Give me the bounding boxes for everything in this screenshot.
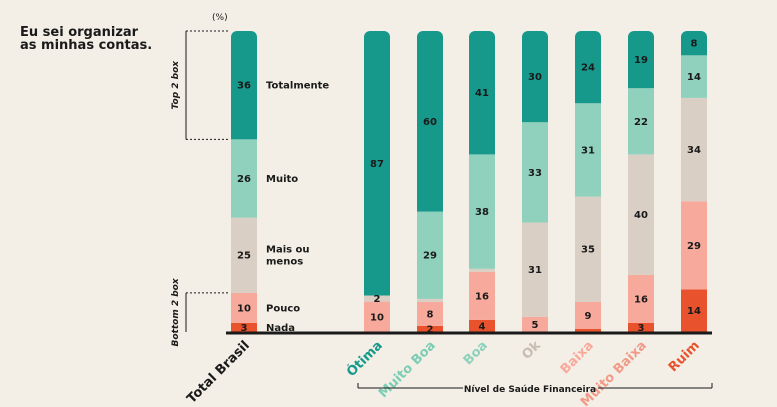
- bar-segment-6-1: [628, 274, 654, 323]
- bar-segment-2-0: [417, 325, 443, 332]
- data-label-5-4: 24: [581, 63, 595, 74]
- data-label-7-0: 14: [687, 306, 701, 317]
- data-label-7-4: 8: [691, 39, 698, 50]
- data-label-3-1: 16: [475, 291, 489, 302]
- bar-segment-0-3: [231, 139, 257, 218]
- x-axis-label-7: Ruim: [666, 338, 703, 375]
- x-axis-label-3: Boa: [461, 338, 491, 368]
- bar-segment-7-3: [681, 55, 707, 98]
- bar-segment-1-1: [364, 301, 390, 332]
- group-label: Nível de Saúde Financeira: [464, 385, 596, 395]
- data-label-5-3: 31: [581, 145, 595, 156]
- segment-name-label-2-0: Mais ou: [266, 245, 310, 256]
- data-label-4-1: 5: [532, 320, 539, 331]
- bar-segment-2-4: [417, 31, 443, 212]
- bar-segment-2-3: [417, 211, 443, 299]
- data-label-5-2: 35: [581, 245, 595, 256]
- bar-segment-3-3: [469, 154, 495, 269]
- data-label-4-3: 33: [528, 168, 542, 179]
- bar-segment-7-4: [681, 31, 707, 56]
- bar-segment-0-0: [231, 322, 257, 332]
- x-axis-label-0: Total Brasil: [184, 338, 252, 406]
- bar-segment-6-3: [628, 88, 654, 155]
- bar-segment-5-0: [575, 328, 601, 332]
- segment-name-label-3-0: Muito: [266, 174, 298, 185]
- data-label-3-4: 41: [475, 88, 489, 99]
- data-label-3-3: 38: [475, 207, 489, 218]
- data-label-2-4: 60: [423, 117, 437, 128]
- bar-segment-2-1: [417, 301, 443, 326]
- data-label-0-2: 25: [237, 251, 251, 262]
- bar-segment-5-2: [575, 196, 601, 302]
- data-label-1-4: 87: [370, 159, 384, 170]
- bar-segment-7-2: [681, 97, 707, 202]
- bar-segment-5-4: [575, 31, 601, 104]
- data-label-3-0: 4: [479, 321, 486, 332]
- bar-segment-1-4: [364, 31, 390, 296]
- data-label-2-3: 29: [423, 251, 437, 262]
- unit-label: (%): [212, 13, 228, 23]
- bar-segment-4-1: [522, 316, 548, 332]
- data-label-2-1: 8: [427, 309, 434, 320]
- segment-name-label-2-1: menos: [266, 257, 303, 268]
- bar-segment-0-1: [231, 292, 257, 323]
- x-axis-label-5: Baixa: [558, 338, 597, 377]
- data-label-4-2: 31: [528, 265, 542, 276]
- bar-segment-1-2: [364, 295, 390, 302]
- bar-segment-7-0: [681, 289, 707, 332]
- bar-segment-0-4: [231, 31, 257, 140]
- bar-segment-7-1: [681, 201, 707, 290]
- bottom-2-box-label: Bottom 2 box: [171, 277, 181, 346]
- data-label-6-3: 22: [634, 117, 648, 128]
- x-axis-label-1: Ótima: [343, 338, 385, 380]
- data-label-5-1: 9: [585, 311, 592, 322]
- bar-segment-6-4: [628, 31, 654, 89]
- segment-name-label-1-0: Pouco: [266, 303, 300, 314]
- data-label-0-4: 36: [237, 81, 251, 92]
- bar-segment-3-2: [469, 268, 495, 272]
- chart-title: Eu sei organizar as minhas contas.: [20, 25, 153, 53]
- bar-segment-5-1: [575, 301, 601, 329]
- data-label-0-1: 10: [237, 303, 251, 314]
- bar-segment-4-4: [522, 31, 548, 123]
- data-label-6-1: 16: [634, 294, 648, 305]
- bar-segment-3-4: [469, 31, 495, 155]
- data-label-4-4: 30: [528, 72, 542, 83]
- bar-segment-5-3: [575, 103, 601, 197]
- segment-name-label-0-0: Nada: [266, 323, 295, 334]
- data-label-6-2: 40: [634, 210, 648, 221]
- x-axis-label-4: Ok: [519, 338, 544, 363]
- bar-segment-4-2: [522, 222, 548, 317]
- data-label-6-4: 19: [634, 55, 648, 66]
- data-label-0-3: 26: [237, 174, 251, 185]
- bar-segment-6-2: [628, 154, 654, 275]
- data-label-1-1: 10: [370, 312, 384, 323]
- bar-segment-0-2: [231, 217, 257, 293]
- data-label-7-1: 29: [687, 241, 701, 252]
- data-label-1-2: 2: [374, 294, 381, 305]
- data-label-6-0: 3: [638, 323, 645, 334]
- data-label-7-3: 14: [687, 72, 701, 83]
- bar-segment-6-0: [628, 322, 654, 332]
- segment-name-label-4-0: Totalmente: [266, 81, 329, 92]
- data-label-2-0: 2: [427, 324, 434, 335]
- x-axis-label-2: Muito Boa: [376, 338, 439, 401]
- data-label-7-2: 34: [687, 145, 701, 156]
- data-label-0-0: 3: [241, 323, 248, 334]
- bar-segment-3-0: [469, 319, 495, 332]
- top-2-box-label: Top 2 box: [171, 60, 181, 110]
- bar-segment-3-1: [469, 271, 495, 320]
- bar-segment-2-2: [417, 298, 443, 302]
- bar-segment-4-3: [522, 122, 548, 223]
